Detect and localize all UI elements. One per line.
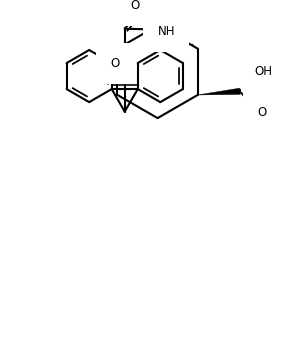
Text: O: O	[257, 106, 267, 119]
Text: O: O	[257, 106, 267, 119]
Text: O: O	[110, 57, 120, 70]
Text: O: O	[131, 0, 140, 12]
Text: NH: NH	[157, 25, 175, 38]
Polygon shape	[198, 88, 240, 95]
Text: NH: NH	[157, 25, 175, 38]
Text: OH: OH	[255, 65, 273, 78]
Text: O: O	[131, 0, 140, 12]
Text: OH: OH	[255, 65, 273, 78]
Text: O: O	[110, 57, 120, 70]
